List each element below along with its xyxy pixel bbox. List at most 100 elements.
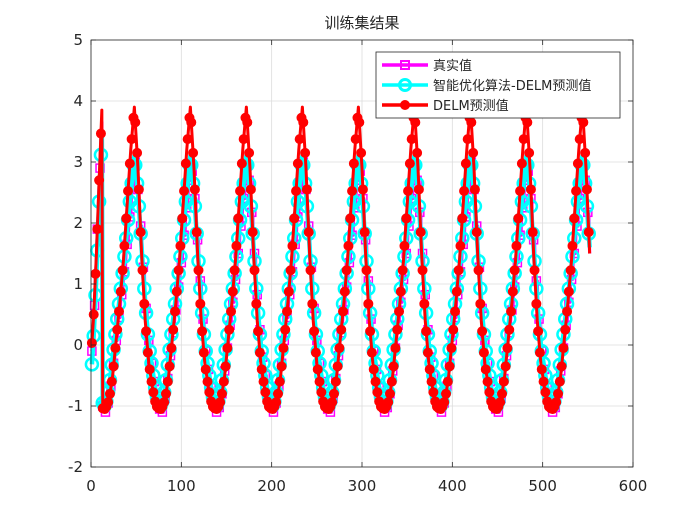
data-point xyxy=(451,286,462,297)
data-point xyxy=(509,265,520,276)
legend-entry: DELM预测值 xyxy=(382,98,509,114)
data-point xyxy=(148,387,159,398)
data-point xyxy=(571,185,582,196)
data-point xyxy=(197,326,208,337)
data-point xyxy=(581,184,592,195)
data-point xyxy=(397,265,408,276)
data-point xyxy=(383,397,394,408)
data-point xyxy=(341,265,352,276)
data-point xyxy=(278,343,289,354)
data-point xyxy=(327,397,338,408)
data-point xyxy=(224,324,235,335)
data-point xyxy=(309,326,320,337)
data-point xyxy=(271,397,282,408)
data-point xyxy=(538,376,549,387)
data-point xyxy=(475,298,486,309)
data-point xyxy=(551,397,562,408)
data-point xyxy=(399,240,410,251)
data-point xyxy=(283,286,294,297)
data-point xyxy=(357,184,368,195)
data-point xyxy=(300,147,311,158)
data-point xyxy=(428,387,439,398)
data-point xyxy=(536,364,547,375)
data-point xyxy=(258,376,269,387)
data-point xyxy=(202,376,213,387)
data-point xyxy=(413,184,424,195)
data-point xyxy=(227,286,238,297)
data-point xyxy=(518,134,529,145)
y-tick-label: 3 xyxy=(73,153,83,171)
data-point xyxy=(123,185,134,196)
data-point xyxy=(182,134,193,145)
data-point xyxy=(386,376,397,387)
data-point xyxy=(516,158,527,169)
legend-entry: 智能优化算法-DELM预测值 xyxy=(382,78,591,94)
legend-entry: 真实值 xyxy=(382,58,472,74)
data-point xyxy=(298,117,309,128)
data-point xyxy=(444,361,455,372)
data-point xyxy=(142,347,153,358)
data-point xyxy=(159,397,170,408)
data-point xyxy=(495,397,506,408)
axis-ticks: 0 100 200 300 400 500 600 -2 -1 0 1 2 3 4 5 xyxy=(68,31,647,495)
y-tick-label: 2 xyxy=(73,214,83,232)
data-point xyxy=(356,147,367,158)
data-point xyxy=(415,227,426,238)
data-point xyxy=(370,376,381,387)
data-point xyxy=(110,343,121,354)
data-point xyxy=(242,117,253,128)
data-point xyxy=(513,213,524,224)
data-point xyxy=(515,185,526,196)
data-point xyxy=(301,184,312,195)
data-point xyxy=(580,147,591,158)
data-point xyxy=(394,306,405,317)
data-point xyxy=(195,298,206,309)
data-point xyxy=(531,298,542,309)
data-point xyxy=(439,397,450,408)
data-point xyxy=(455,240,466,251)
data-point xyxy=(175,240,186,251)
data-point xyxy=(244,147,255,158)
data-point xyxy=(567,240,578,251)
data-point xyxy=(200,364,211,375)
data-point xyxy=(285,265,296,276)
data-point xyxy=(88,309,99,320)
y-tick-label: 0 xyxy=(73,336,83,354)
data-point xyxy=(578,117,589,128)
data-point xyxy=(189,184,200,195)
data-point xyxy=(117,265,128,276)
data-point xyxy=(347,185,358,196)
data-point xyxy=(84,357,100,372)
data-point xyxy=(534,347,545,358)
data-point xyxy=(558,343,569,354)
legend-label: 智能优化算法-DELM预测值 xyxy=(433,78,591,94)
data-point xyxy=(506,306,517,317)
data-point xyxy=(236,158,247,169)
data-point xyxy=(139,298,150,309)
data-point xyxy=(303,227,314,238)
data-point xyxy=(507,286,518,297)
data-point xyxy=(179,185,190,196)
data-point xyxy=(328,388,339,399)
data-point xyxy=(522,117,533,128)
data-point xyxy=(180,158,191,169)
data-point xyxy=(372,387,383,398)
data-point xyxy=(412,147,423,158)
data-point xyxy=(469,184,480,195)
data-point xyxy=(90,268,101,279)
data-point xyxy=(338,306,349,317)
data-point xyxy=(305,265,316,276)
data-point xyxy=(421,326,432,337)
data-point xyxy=(193,265,204,276)
data-point xyxy=(348,158,359,169)
data-point xyxy=(133,184,144,195)
data-point xyxy=(417,265,428,276)
x-tick-label: 300 xyxy=(348,477,377,495)
data-point xyxy=(215,397,226,408)
data-point xyxy=(310,347,321,358)
data-point xyxy=(235,185,246,196)
x-tick-label: 0 xyxy=(86,477,96,495)
data-point xyxy=(289,213,300,224)
